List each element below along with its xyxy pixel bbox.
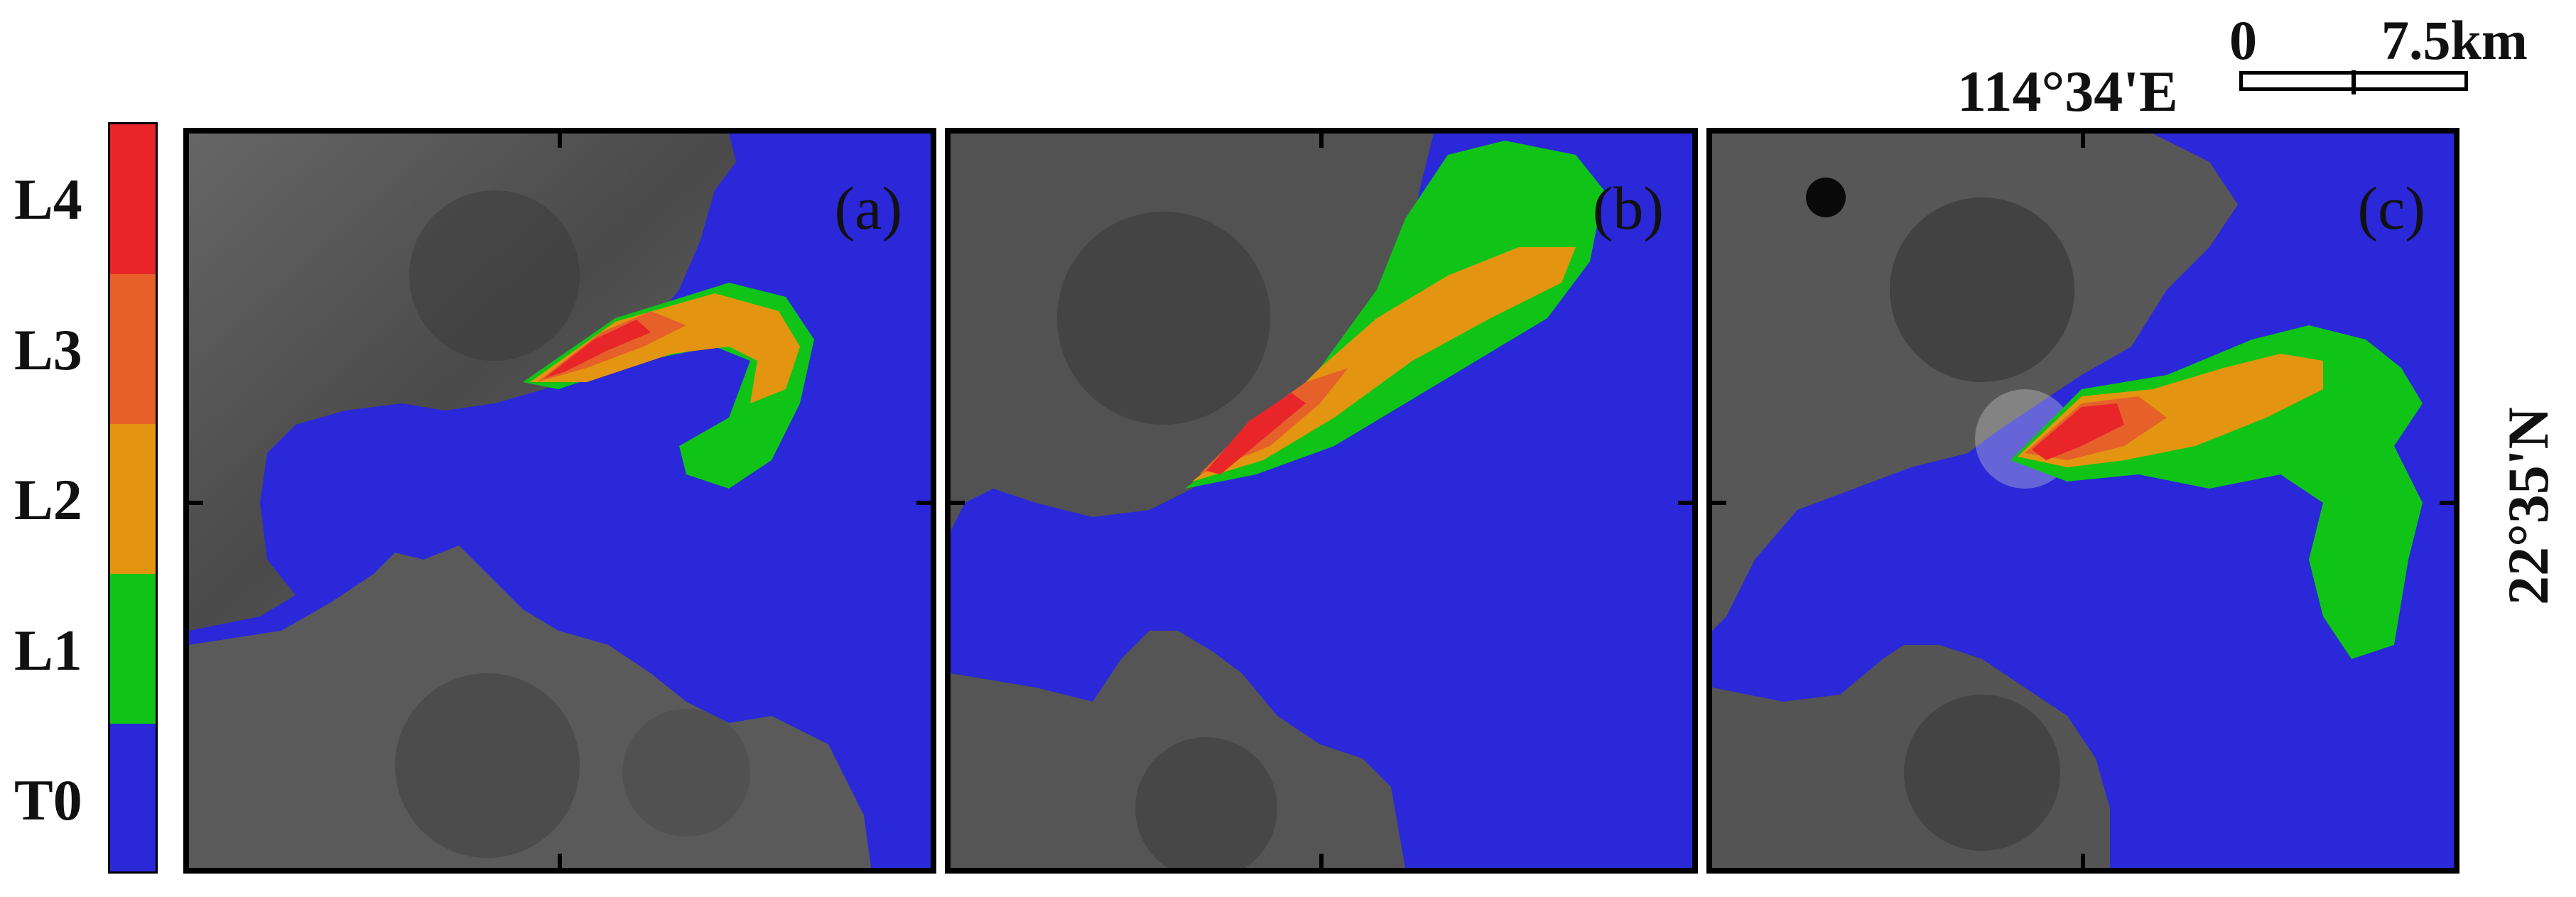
legend-label-t0: T0 [14,768,82,832]
legend-label-l1: L1 [14,618,82,683]
plume-l4 [2032,403,2124,460]
plume-l4 [1206,393,1306,474]
map-panel-c: (c) [1706,128,2459,874]
legend-swatch-l2 [110,424,156,574]
scale-end-label: 7.5km [2381,9,2528,71]
land-north [189,134,736,631]
map-c [1712,134,2454,868]
land-north [1712,134,2238,631]
map-panel-a: (a) [183,128,936,874]
legend-swatch-l3 [110,274,156,424]
map-b [951,134,1692,868]
longitude-label: 114°34'E [1957,59,2178,124]
panel-label-a: (a) [834,174,902,242]
scale-bar [2239,70,2468,94]
panel-label-c: (c) [2357,174,2425,242]
legend-swatch-l1 [110,574,156,724]
map-a [189,134,931,868]
legend-label-l3: L3 [14,317,82,382]
legend-label-l4: L4 [14,167,82,232]
plume-l4 [544,320,651,379]
panel-label-b: (b) [1592,174,1664,242]
legend-swatch-l4 [110,124,156,274]
legend-colorbar [108,122,158,874]
map-panel-b: (b) [945,128,1698,874]
legend-swatch-t0 [110,724,156,871]
scale-start-label: 0 [2229,9,2257,71]
plume-l2 [530,293,800,403]
latitude-label: 22°35'N [2496,407,2560,605]
land-north [951,134,1434,531]
legend-label-l2: L2 [14,467,82,532]
